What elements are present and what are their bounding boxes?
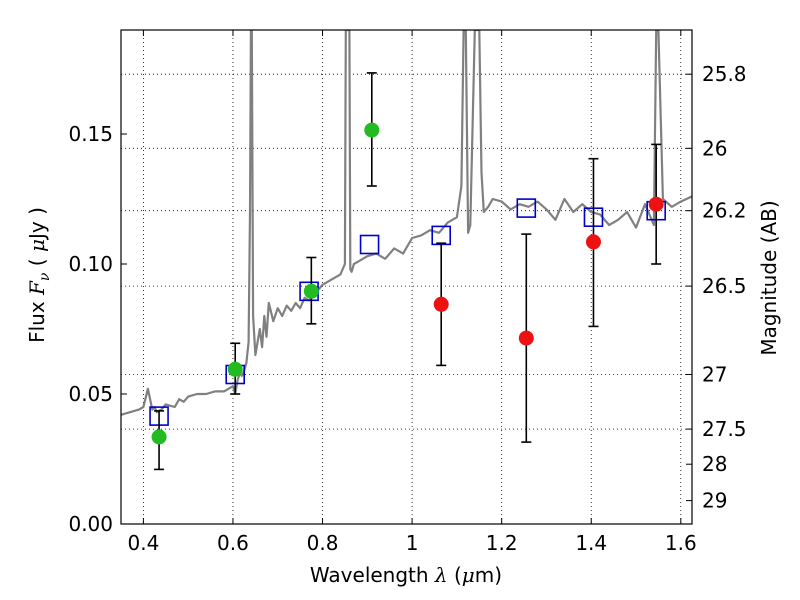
x-tick-label: 1 [406, 531, 419, 555]
y-tick-label: 0.15 [68, 122, 113, 146]
model-flux-marker [516, 198, 537, 218]
y2-axis: 25.8 26 26.2 26.5 27 27.5 28 29 [686, 62, 747, 513]
y2-tick-label: 26.2 [702, 199, 747, 223]
model-flux-marker [359, 234, 380, 255]
y-axis-label: Flux Fν ( μJy ) [25, 207, 53, 343]
green-flux-point [303, 283, 319, 299]
y2-tick-label: 29 [702, 489, 727, 513]
x-tick-label: 0.6 [217, 531, 249, 555]
red-flux-point [518, 330, 534, 346]
green-flux-point [364, 122, 380, 138]
y2-tick-label: 28 [702, 452, 727, 476]
x-axis-label: Wavelength λ (μm) [310, 563, 502, 587]
plot-background [121, 30, 692, 524]
error-bars [151, 72, 664, 471]
y-axis: 0.00 0.05 0.10 0.15 [68, 122, 127, 536]
x-tick-label: 1.2 [486, 531, 518, 555]
green-flux-point [227, 361, 243, 377]
y2-axis-label: Magnitude (AB) [757, 200, 781, 355]
x-tick-label: 0.8 [307, 531, 339, 555]
y2-tick-label: 25.8 [702, 62, 747, 86]
green-flux-point [151, 429, 167, 445]
plot-frame [120, 29, 693, 525]
spectrum-line [121, 30, 692, 416]
red-flux-point [585, 234, 601, 250]
y-tick-label: 0.10 [68, 252, 113, 276]
x-tick-label: 1.6 [665, 531, 697, 555]
y-tick-label: 0.00 [68, 512, 113, 536]
y2-tick-label: 26 [702, 136, 727, 160]
red-flux-point [648, 196, 664, 212]
y-tick-label: 0.05 [68, 382, 113, 406]
red-flux-point [433, 296, 449, 312]
x-axis: 0.4 0.6 0.8 1 1.2 1.4 1.6 [127, 30, 697, 555]
x-tick-label: 1.4 [575, 531, 607, 555]
y2-tick-label: 27.5 [702, 417, 747, 441]
x-tick-label: 0.4 [127, 531, 159, 555]
y2-tick-label: 26.5 [702, 274, 747, 298]
y2-tick-label: 27 [702, 363, 727, 387]
